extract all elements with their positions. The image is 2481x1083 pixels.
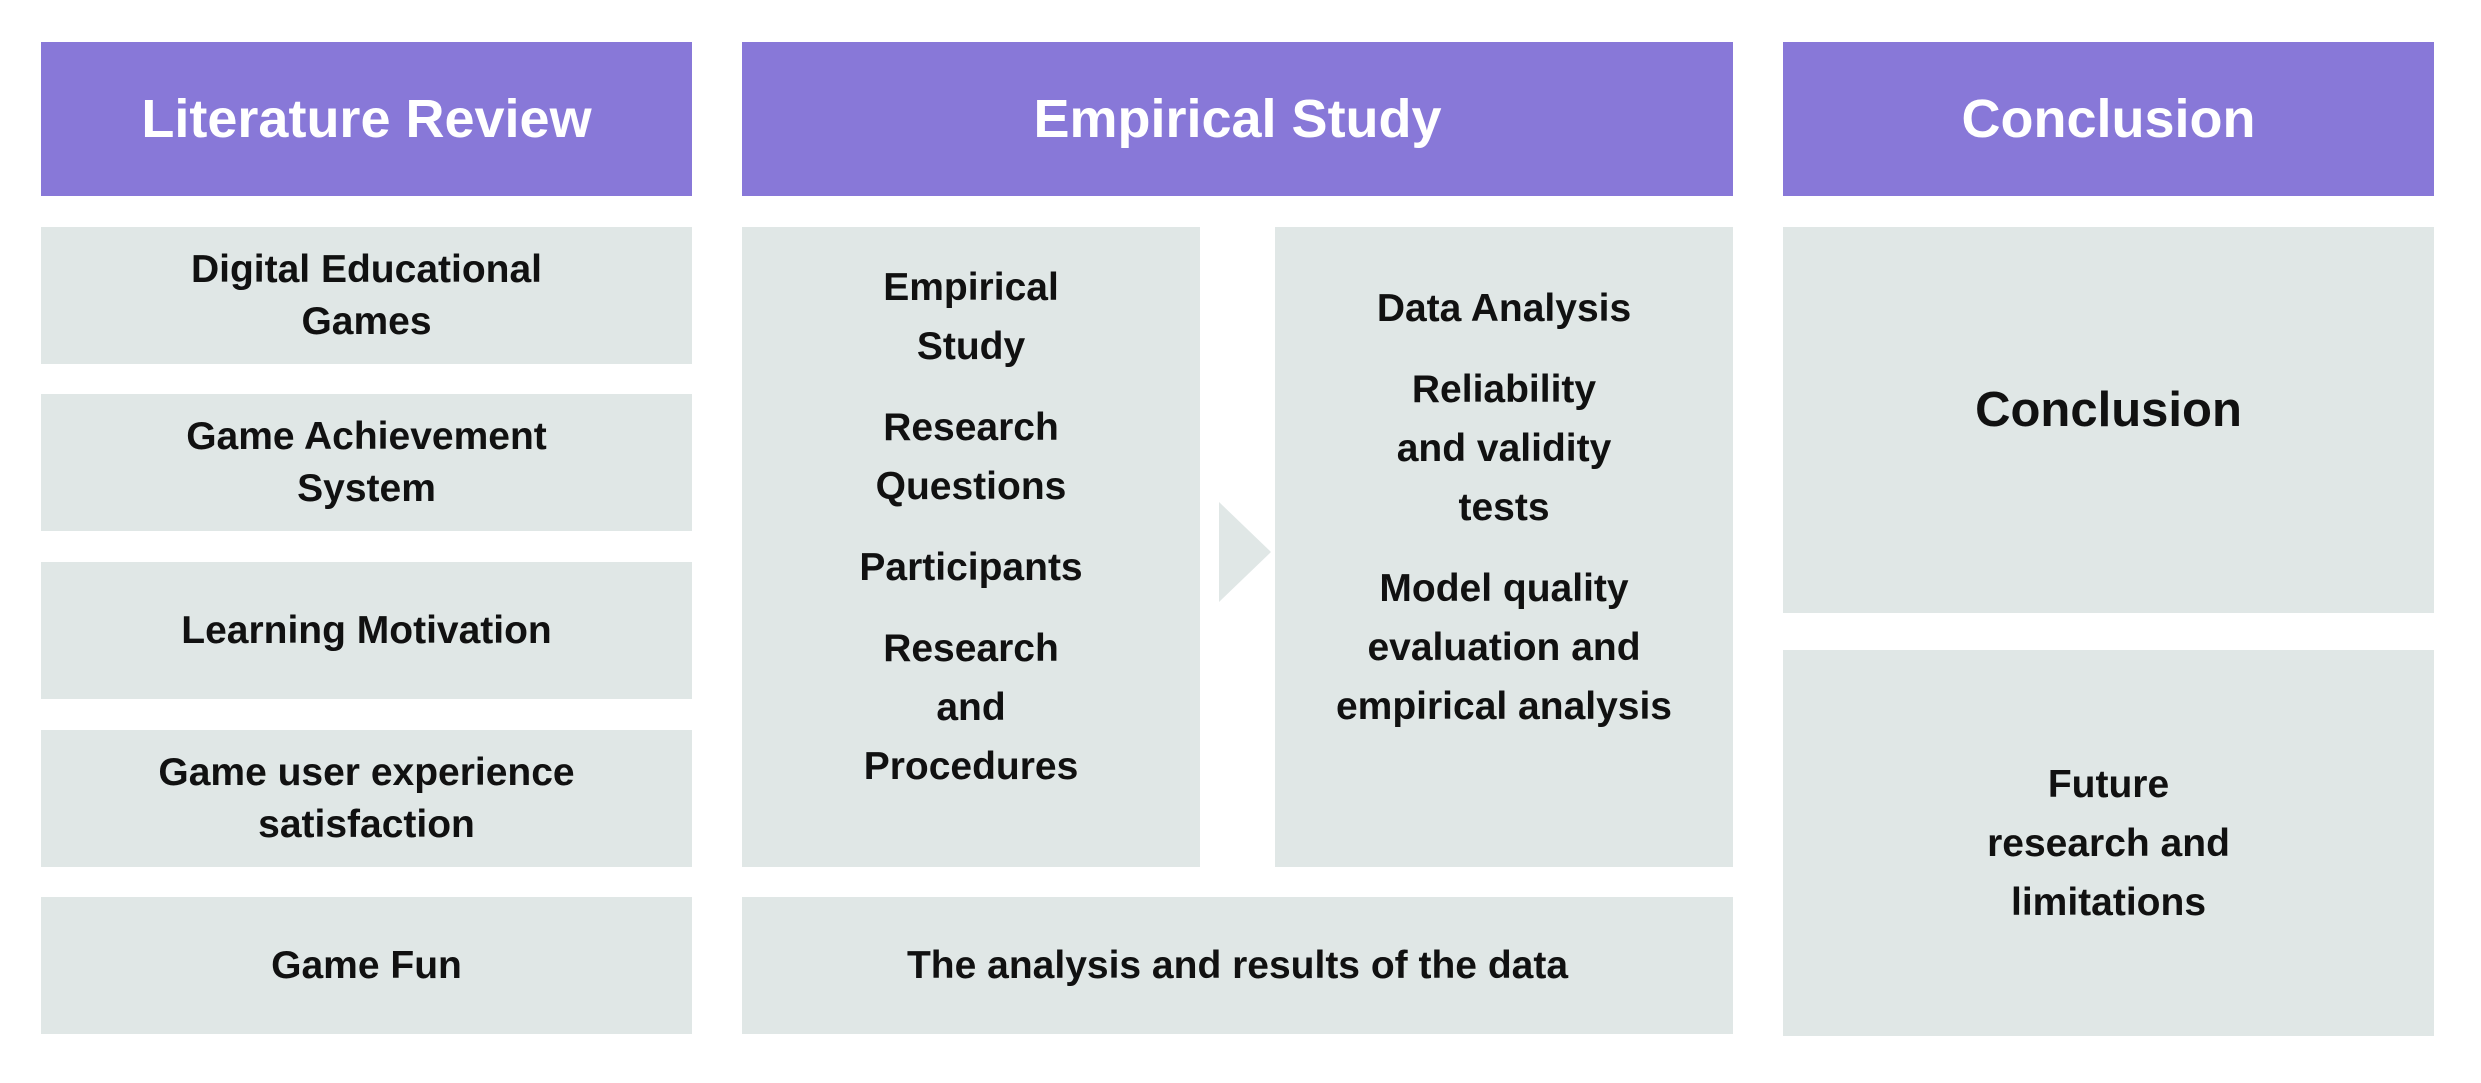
lit-box-learning-motivation: Learning Motivation	[41, 562, 692, 699]
right-arrow-icon	[1219, 502, 1271, 602]
empirical-item: Participants	[859, 545, 1083, 589]
analysis-results-box: The analysis and results of the data	[742, 897, 1733, 1034]
lit-label: Digital Educational Games	[190, 247, 543, 343]
empirical-item: Research Questions	[875, 405, 1067, 508]
data-analysis-panel: Data Analysis Reliability and validity t…	[1275, 227, 1733, 867]
lit-label: Game Fun	[271, 943, 462, 987]
lit-label: Game user experience satisfaction	[158, 750, 575, 846]
data-analysis-item: Model quality evaluation and empirical a…	[1335, 566, 1673, 728]
header-conclusion-label: Conclusion	[1961, 89, 2256, 149]
lit-label: Learning Motivation	[181, 608, 552, 652]
empirical-item: Research and Procedures	[863, 626, 1079, 788]
empirical-study-panel: Empirical Study Research Questions Parti…	[742, 227, 1200, 867]
data-analysis-item: Data Analysis	[1376, 286, 1632, 330]
lit-box-game-fun: Game Fun	[41, 897, 692, 1034]
header-literature-review-label: Literature Review	[141, 89, 592, 149]
lit-box-game-user-experience: Game user experience satisfaction	[41, 730, 692, 867]
future-research-box: Future research and limitations	[1783, 650, 2434, 1036]
conclusion-label: Conclusion	[1975, 383, 2242, 437]
data-analysis-item: Reliability and validity tests	[1396, 367, 1612, 529]
header-literature-review: Literature Review	[41, 42, 692, 196]
lit-box-game-achievement-system: Game Achievement System	[41, 394, 692, 531]
header-empirical-study: Empirical Study	[742, 42, 1733, 196]
empirical-item: Empirical Study	[883, 265, 1059, 368]
lit-label: Game Achievement System	[186, 414, 547, 510]
conclusion-box: Conclusion	[1783, 227, 2434, 613]
lit-box-digital-educational-games: Digital Educational Games	[41, 227, 692, 364]
analysis-results-label: The analysis and results of the data	[906, 943, 1569, 987]
future-research-label: Future research and limitations	[1987, 762, 2230, 924]
header-empirical-study-label: Empirical Study	[1033, 89, 1442, 149]
header-conclusion: Conclusion	[1783, 42, 2434, 196]
